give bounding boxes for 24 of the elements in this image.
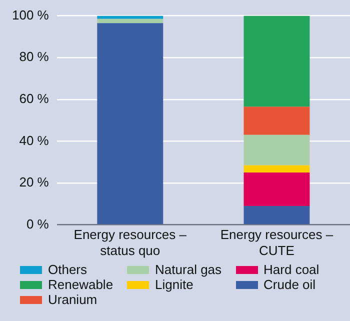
x-tick-label: Energy resources – CUTE xyxy=(220,227,334,258)
bar xyxy=(97,18,164,24)
legend-label: Renewable xyxy=(48,277,114,292)
bar xyxy=(97,23,164,224)
x-tick-label: Energy resources – status quo xyxy=(74,227,188,258)
bar xyxy=(97,16,164,19)
bar xyxy=(244,134,310,166)
y-tick-label: 0 % xyxy=(26,216,50,232)
bar xyxy=(244,206,310,224)
bar xyxy=(244,165,310,173)
legend-label: Others xyxy=(48,262,88,277)
y-tick-label: 100 % xyxy=(12,7,50,22)
legend-label: Crude oil xyxy=(264,277,316,292)
y-tick-label: 20 % xyxy=(19,174,50,190)
y-tick-label: 40 % xyxy=(19,132,50,148)
legend-label: Natural gas xyxy=(155,262,222,277)
legend-label: Lignite xyxy=(155,277,194,292)
bar xyxy=(244,106,310,135)
bar xyxy=(244,16,310,107)
bar xyxy=(244,172,310,206)
legend-label: Uranium xyxy=(48,292,98,307)
y-tick-label: 60 % xyxy=(19,90,50,106)
y-tick-label: 80 % xyxy=(19,49,50,64)
legend-label: Hard coal xyxy=(264,262,320,277)
